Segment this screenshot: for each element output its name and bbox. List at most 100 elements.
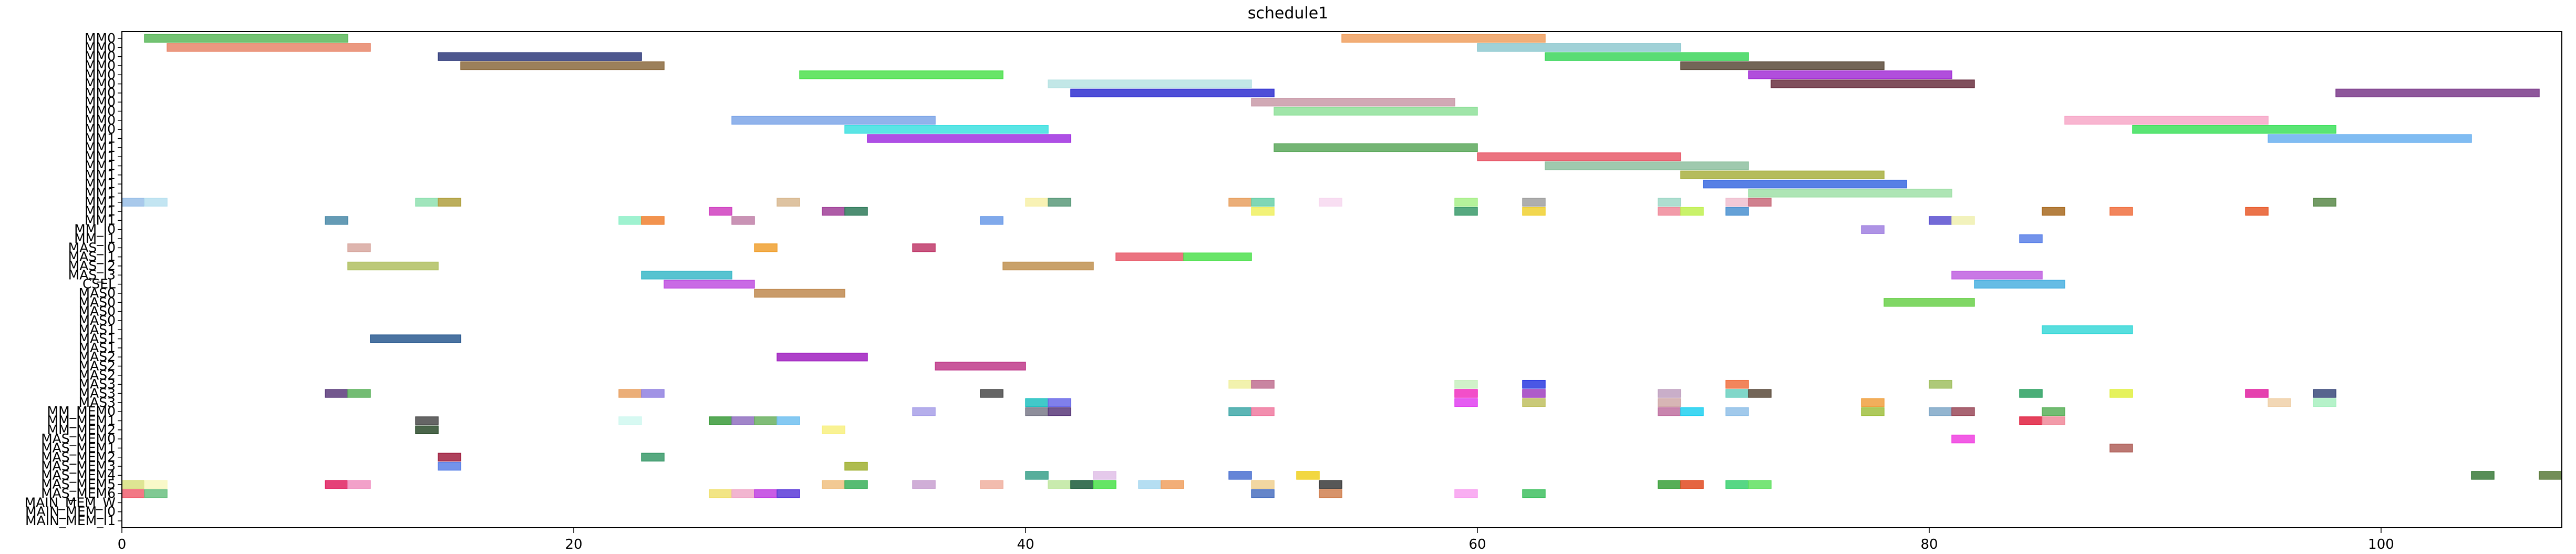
task-bar	[1048, 407, 1071, 416]
task-bar	[2019, 234, 2043, 243]
task-bar	[2539, 471, 2562, 480]
y-tick-label: MM0	[85, 30, 116, 46]
y-tick-label: MAS_I0	[68, 240, 116, 255]
task-bar	[709, 416, 732, 425]
task-bar	[1658, 480, 1681, 489]
task-bar	[1951, 434, 1975, 444]
task-bar	[121, 198, 145, 207]
y-tick-label: MM0	[85, 58, 116, 73]
y-tick-label: MM_I1	[74, 231, 116, 246]
task-bar	[2042, 325, 2133, 334]
task-bar	[144, 480, 168, 489]
task-bar	[1680, 207, 1704, 216]
task-bar	[1522, 398, 1546, 407]
y-tick-label: MM1	[85, 185, 116, 200]
y-tick-label: MM_MEM0	[47, 404, 116, 419]
task-bar	[1680, 407, 1704, 416]
y-tick-label: MAS1	[79, 331, 116, 346]
task-bar	[1861, 407, 1885, 416]
y-tick-label: MM1	[85, 176, 116, 191]
task-bar	[1680, 61, 1885, 70]
task-bar	[1545, 52, 1749, 61]
task-bar	[822, 425, 845, 434]
task-bar	[1522, 379, 1546, 389]
task-bar	[709, 207, 732, 216]
task-bar	[1048, 198, 1071, 207]
y-tick-label: MM0	[85, 85, 116, 100]
x-tick-label: 100	[2368, 537, 2394, 552]
x-tick-label: 0	[118, 537, 127, 552]
task-bar	[1929, 216, 1952, 225]
task-bar	[325, 216, 348, 225]
task-bar	[844, 480, 868, 489]
task-bar	[1296, 471, 1320, 480]
x-tick-label: 80	[1920, 537, 1938, 552]
task-bar	[1748, 389, 1772, 398]
task-bar	[1048, 480, 1071, 489]
task-bar	[2471, 471, 2495, 480]
task-bar	[2109, 389, 2133, 398]
y-tick-label: MM0	[85, 104, 116, 119]
task-bar	[121, 489, 145, 498]
task-bar	[1522, 389, 1546, 398]
task-bar	[1251, 480, 1275, 489]
task-bar	[2109, 207, 2133, 216]
y-tick-label: MAS0	[79, 285, 116, 301]
task-bar	[1658, 198, 1681, 207]
gantt-bars	[121, 34, 2562, 498]
task-bar	[664, 280, 755, 289]
task-bar	[438, 52, 642, 61]
task-bar	[347, 480, 371, 489]
x-axis: 0 20 40 60 80 100	[118, 528, 2394, 552]
task-bar	[1861, 225, 1885, 234]
y-tick-label: MAS_MEM1	[41, 440, 116, 455]
task-bar	[844, 207, 868, 216]
task-bar	[1161, 480, 1184, 489]
task-bar	[1725, 389, 1749, 398]
task-bar	[2335, 88, 2540, 98]
y-tick-label: MAS_I2	[68, 258, 116, 273]
task-bar	[777, 489, 800, 498]
task-bar	[1454, 198, 1478, 207]
task-bar	[2245, 207, 2269, 216]
task-bar	[460, 61, 665, 70]
y-tick-label: MM1	[85, 167, 116, 182]
task-bar	[347, 261, 439, 271]
task-bar	[1522, 489, 1546, 498]
y-tick-label: MM1	[85, 212, 116, 228]
task-bar	[754, 243, 778, 252]
task-bar	[822, 207, 845, 216]
task-bar	[1454, 489, 1478, 498]
y-tick-label: MAIN_MEM_W	[25, 495, 116, 510]
task-bar	[912, 480, 936, 489]
task-bar	[325, 389, 348, 398]
task-bar	[1025, 198, 1049, 207]
task-bar	[1454, 207, 1478, 216]
task-bar	[641, 216, 665, 225]
task-bar	[1522, 198, 1546, 207]
task-bar	[754, 489, 778, 498]
task-bar	[980, 389, 1003, 398]
task-bar	[1477, 152, 1681, 161]
y-tick-label: MAS3	[79, 386, 116, 401]
task-bar	[1228, 198, 1252, 207]
y-tick-label: MM_MEM1	[47, 413, 116, 428]
task-bar	[641, 389, 665, 398]
task-bar	[1951, 271, 2043, 280]
task-bar	[1025, 407, 1049, 416]
y-tick-label: MAS2	[79, 349, 116, 364]
task-bar	[2313, 198, 2336, 207]
task-bar	[1070, 480, 1094, 489]
task-bar	[144, 198, 168, 207]
y-tick-label: MM1	[85, 194, 116, 210]
task-bar	[2245, 389, 2269, 398]
task-bar	[144, 34, 348, 43]
task-bar	[167, 43, 371, 52]
task-bar	[731, 116, 936, 125]
task-bar	[1658, 398, 1681, 407]
task-bar	[1725, 207, 1749, 216]
task-bar	[1951, 407, 1975, 416]
y-tick-label: MM1	[85, 131, 116, 146]
y-tick-label: MAS3	[79, 395, 116, 410]
task-bar	[912, 407, 936, 416]
